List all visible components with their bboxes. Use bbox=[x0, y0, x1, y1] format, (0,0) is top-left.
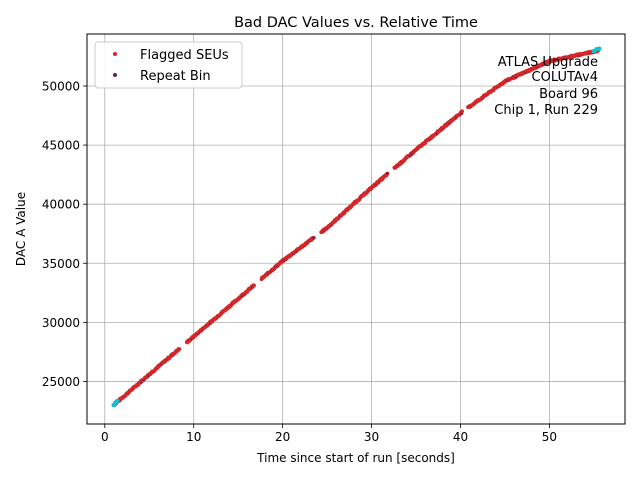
annotation-line-2: COLUTAv4 bbox=[532, 70, 598, 85]
endpoint-marker bbox=[114, 398, 120, 404]
legend: Flagged SEUs Repeat Bin bbox=[94, 41, 243, 89]
legend-label-flagged-seus: Flagged SEUs bbox=[140, 48, 229, 63]
axis-ticks: 0 10 20 30 40 50 25000 30000 35000 40000 45000 5000… bbox=[42, 80, 557, 445]
endpoint-marker bbox=[596, 46, 602, 52]
repeat-bin-point bbox=[386, 172, 389, 175]
y-tick-label: 45000 bbox=[42, 139, 80, 153]
legend-label-repeat-bin: Repeat Bin bbox=[140, 69, 211, 84]
flagged-seu-point bbox=[177, 347, 182, 351]
annotation-line-4: Chip 1, Run 229 bbox=[494, 103, 598, 118]
x-tick-label: 40 bbox=[453, 430, 468, 444]
y-tick-label: 25000 bbox=[42, 375, 80, 389]
x-tick-label: 20 bbox=[275, 430, 290, 444]
x-tick-label: 10 bbox=[186, 430, 201, 444]
x-axis-label: Time since start of run [seconds] bbox=[256, 451, 455, 465]
x-tick-label: 30 bbox=[364, 430, 379, 444]
y-tick-label: 50000 bbox=[42, 80, 80, 94]
annotation-line-3: Board 96 bbox=[539, 87, 598, 102]
chart-title: Bad DAC Values vs. Relative Time bbox=[234, 15, 478, 31]
annotation-box: ATLAS Upgrade COLUTAv4 Board 96 Chip 1, … bbox=[494, 55, 598, 118]
plot-frame bbox=[86, 33, 626, 425]
flagged-seu-point bbox=[252, 283, 256, 288]
legend-marker-flagged-seus bbox=[113, 52, 117, 56]
data-points bbox=[111, 46, 602, 408]
legend-marker-repeat-bin bbox=[113, 73, 117, 77]
legend-box bbox=[94, 41, 243, 89]
y-tick-label: 35000 bbox=[42, 257, 80, 271]
x-tick-label: 0 bbox=[101, 430, 109, 444]
x-tick-label: 50 bbox=[542, 430, 557, 444]
grid-lines bbox=[87, 34, 625, 424]
repeat-bin-point bbox=[312, 236, 316, 240]
y-tick-label: 30000 bbox=[42, 316, 80, 330]
y-tick-label: 40000 bbox=[42, 198, 80, 212]
flagged-seu-point bbox=[460, 109, 464, 114]
y-axis-label: DAC A Value bbox=[14, 192, 28, 266]
annotation-line-1: ATLAS Upgrade bbox=[498, 55, 598, 70]
plot-area bbox=[87, 34, 625, 424]
